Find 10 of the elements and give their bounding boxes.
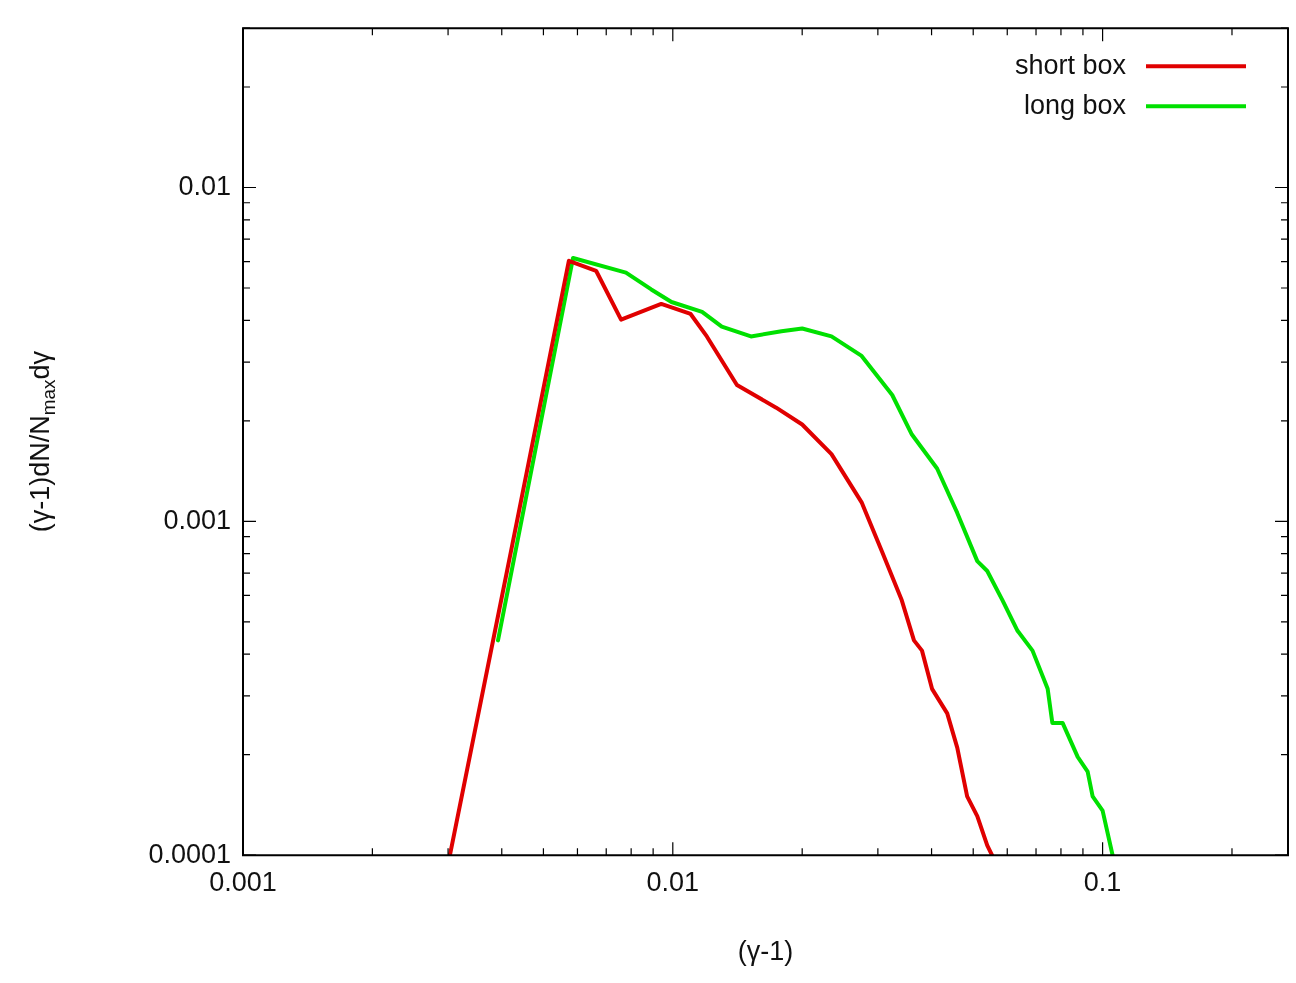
y-tick-label: 0.001 xyxy=(163,504,231,535)
x-axis-title: (γ-1) xyxy=(737,936,794,967)
x-tick-label: 0.1 xyxy=(1083,866,1122,897)
y-tick-label: 0.01 xyxy=(178,170,231,201)
x-tick-label: 0.001 xyxy=(209,866,277,897)
legend-label: short box xyxy=(1014,49,1127,80)
y-axis-title: (γ-1)dN/Nmaxdγ xyxy=(25,350,60,533)
legend-label: long box xyxy=(1023,89,1127,120)
y-tick-label: 0.0001 xyxy=(148,838,231,869)
x-tick-label: 0.01 xyxy=(646,866,700,897)
